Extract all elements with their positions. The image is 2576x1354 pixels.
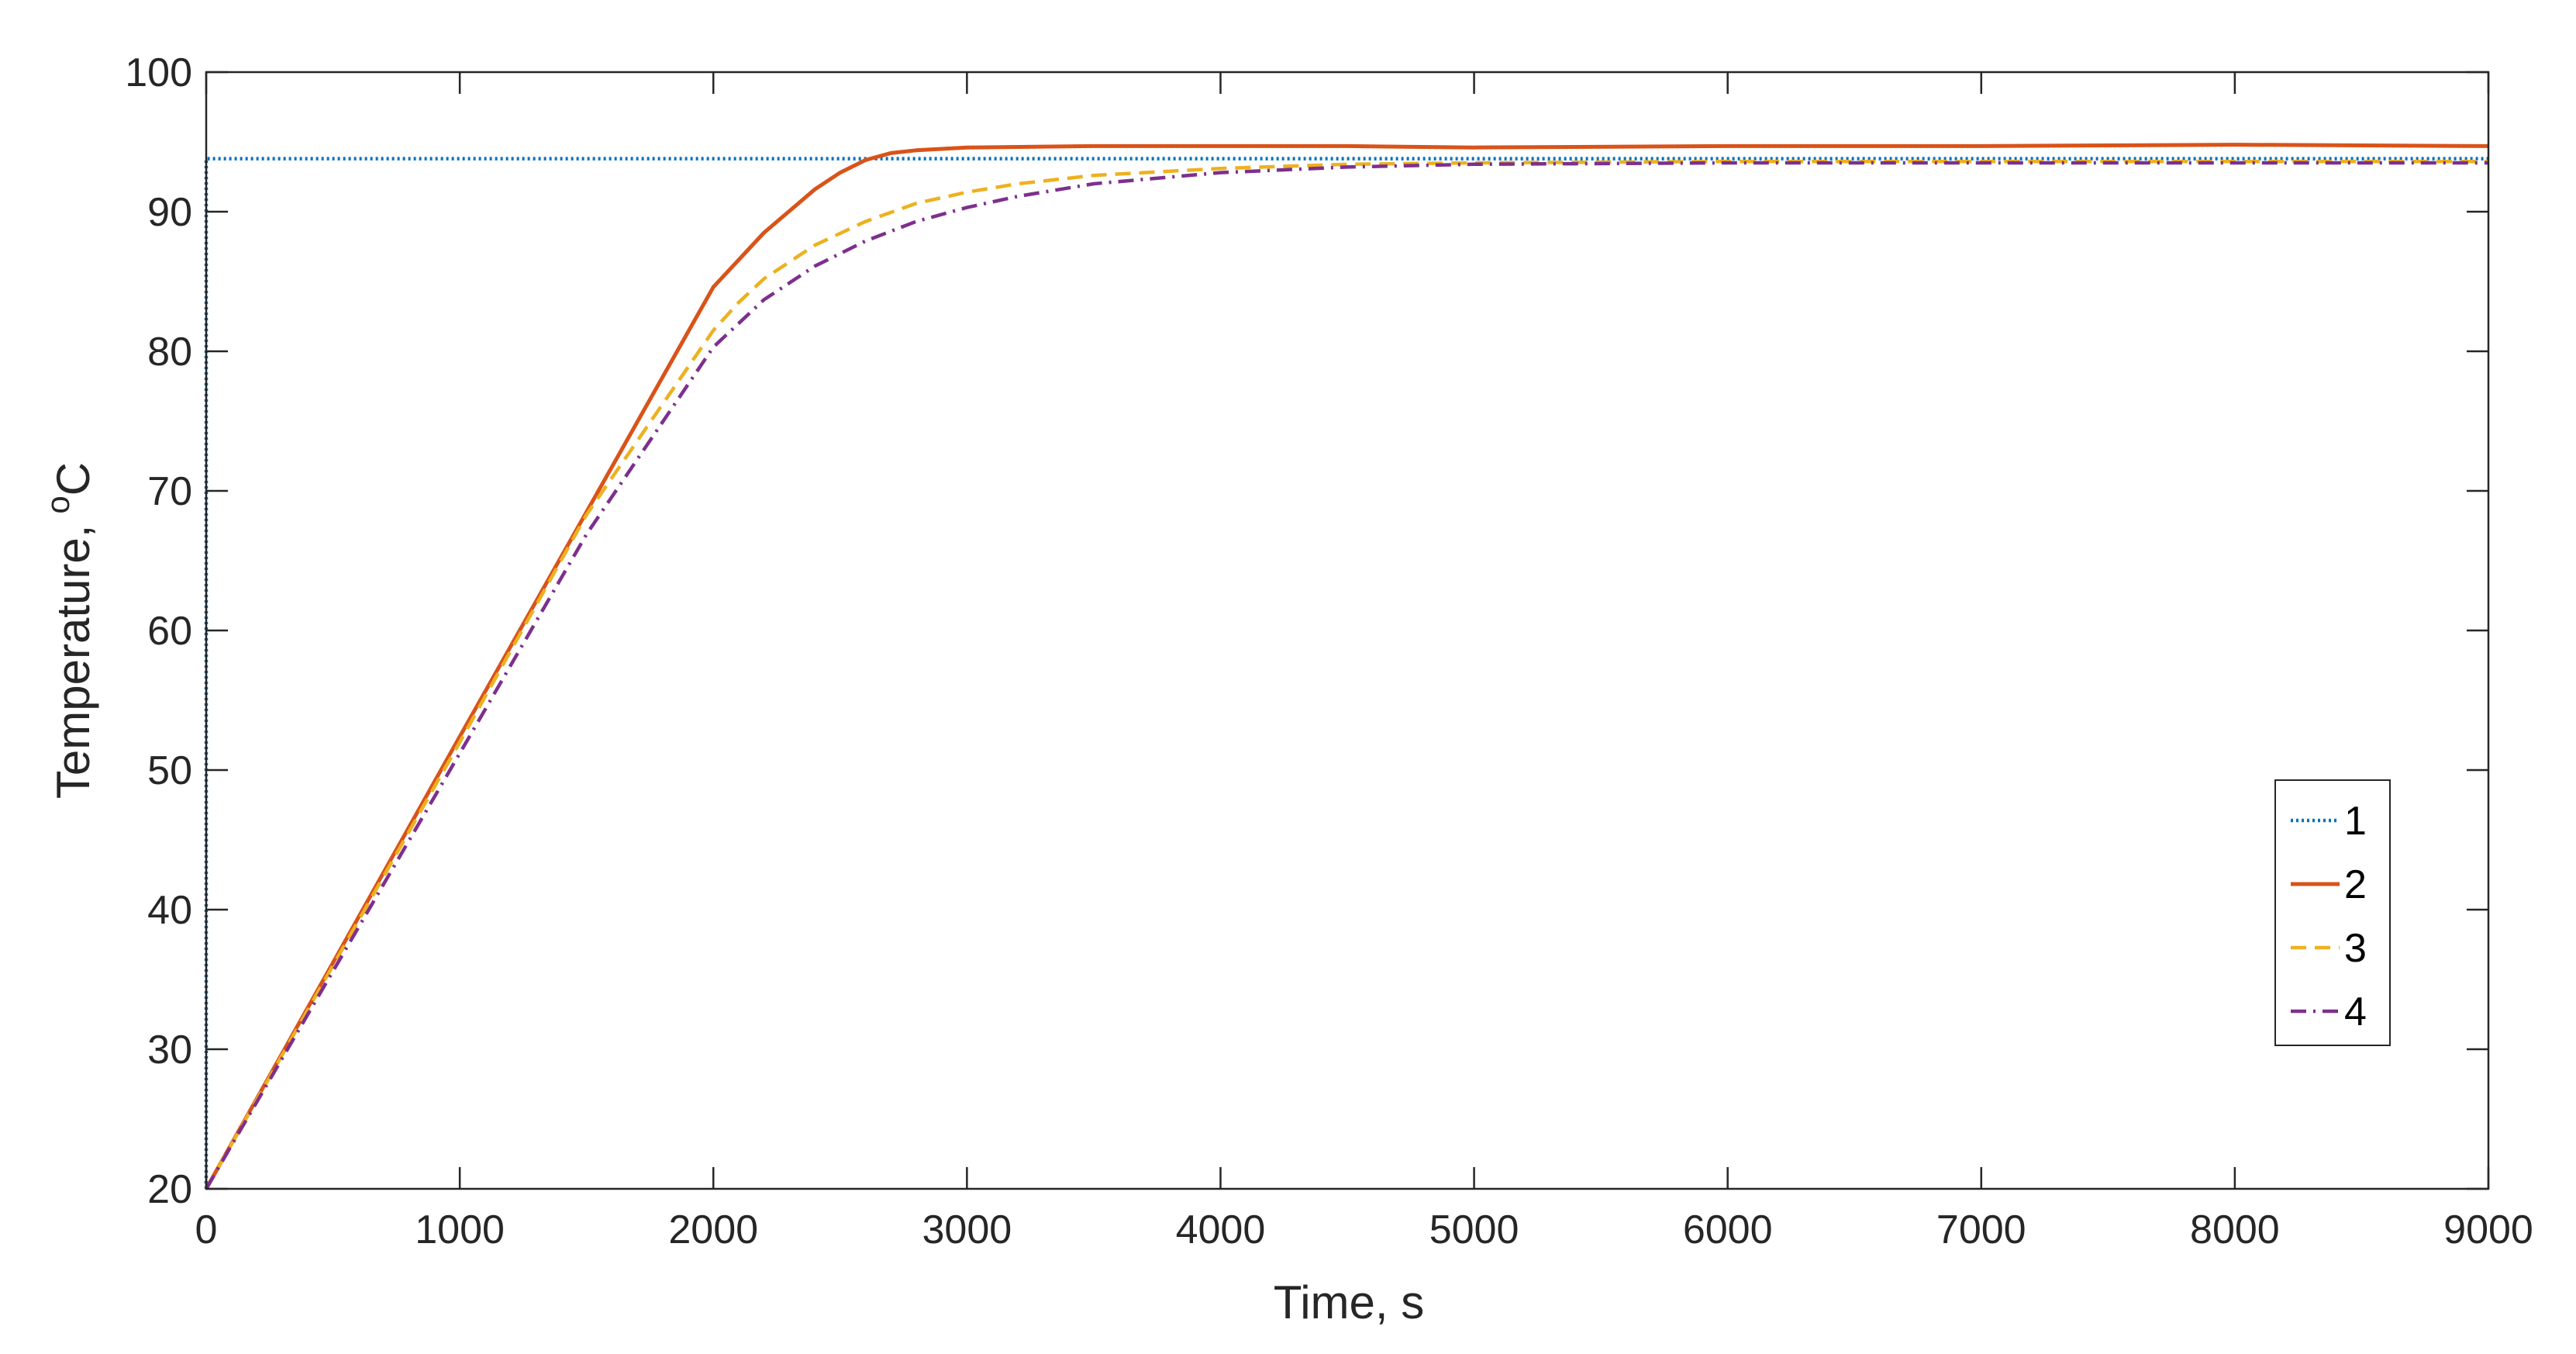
x-axis: 0 1000 2000 3000 4000 5000 6000 7000 8000 9000: [195, 72, 2533, 1252]
legend-entries: 1 2 3 4: [2291, 799, 2367, 1034]
y-axis-title-text: Temperature,: [47, 525, 99, 800]
x-tick-label: 2000: [668, 1207, 758, 1252]
x-tick-label: 4000: [1176, 1207, 1266, 1252]
x-tick-label: 5000: [1429, 1207, 1519, 1252]
series-line-2: [204, 143, 2489, 1190]
x-tick-label: 3000: [922, 1207, 1012, 1252]
y-tick-label: 40: [147, 888, 192, 933]
y-axis-title-superscript: o: [40, 496, 76, 513]
legend-label-1: 1: [2344, 799, 2367, 844]
y-tick-label: 70: [147, 469, 192, 514]
x-tick-label: 1000: [415, 1207, 505, 1252]
legend-label-3: 3: [2344, 926, 2367, 971]
legend-label-4: 4: [2344, 990, 2367, 1034]
y-tick-label: 30: [147, 1028, 192, 1072]
series-line-4: [205, 161, 2488, 1190]
legend: 1 2 3 4: [2274, 779, 2391, 1046]
legend-box: [2274, 779, 2391, 1046]
x-tick-label: 8000: [2190, 1207, 2280, 1252]
x-tick-label: 7000: [1936, 1207, 2026, 1252]
x-axis-title: Time, s: [1274, 1276, 1424, 1328]
x-tick-label: 0: [195, 1207, 218, 1252]
x-tick-label: 9000: [2443, 1207, 2533, 1252]
y-tick-label: 100: [125, 50, 192, 95]
y-tick-label: 90: [147, 190, 192, 235]
y-tick-label: 60: [147, 609, 192, 654]
y-tick-label: 80: [147, 330, 192, 375]
x-tick-label: 6000: [1683, 1207, 1773, 1252]
legend-label-2: 2: [2344, 862, 2367, 907]
y-tick-label: 20: [147, 1167, 192, 1212]
y-axis: 20 30 40 50 60 70 80 90 100: [125, 50, 2488, 1212]
y-tick-label: 50: [147, 748, 192, 793]
y-axis-title-unit: C: [47, 462, 99, 496]
y-axis-title: Temperature, oC: [40, 462, 99, 799]
